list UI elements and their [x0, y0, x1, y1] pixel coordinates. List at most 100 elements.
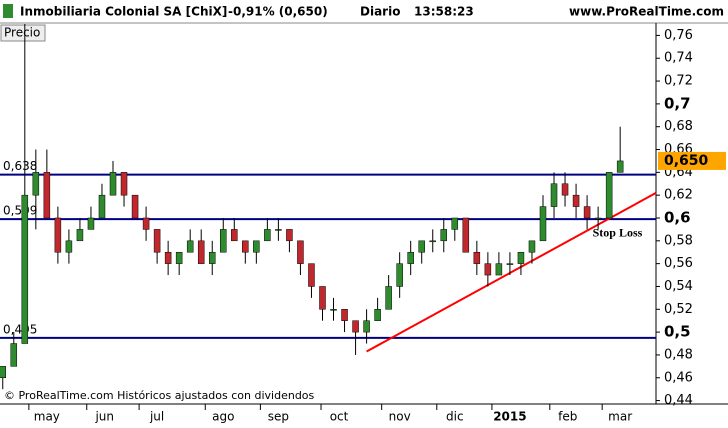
candle-body	[286, 229, 293, 242]
x-tick-label: nov	[389, 410, 411, 424]
candle-body	[319, 286, 326, 310]
candle-body	[363, 320, 370, 333]
candle-body	[275, 229, 282, 231]
candle-body	[21, 194, 29, 344]
candle-body	[142, 217, 150, 230]
candle-body	[87, 217, 95, 230]
header-site: www.ProRealTime.com	[569, 5, 724, 19]
candle-body	[517, 251, 525, 264]
candle-body	[98, 194, 106, 219]
header-change: -0,91% (0,650)	[228, 5, 328, 19]
footer: © ProRealTime.com Históricos ajustados c…	[4, 389, 315, 402]
y-tick-label: 0,6	[664, 208, 691, 226]
candle-body	[473, 251, 481, 264]
panel-label: Precio	[4, 26, 40, 40]
candle-icon	[3, 4, 13, 18]
candle-body	[506, 263, 514, 265]
candle-body	[54, 217, 62, 253]
candle-body	[418, 240, 425, 253]
x-tick-label: mar	[608, 410, 632, 424]
candle-body	[341, 309, 348, 321]
candle-body	[197, 240, 205, 264]
candle-body	[484, 263, 492, 276]
header-time: 13:58:23	[414, 5, 474, 19]
candle-body	[561, 183, 569, 196]
candle-body	[231, 229, 238, 242]
candle-body	[253, 240, 260, 253]
y-tick-label: 0,52	[664, 302, 693, 317]
y-tick-label: 0,44	[664, 393, 693, 408]
y-tick-label: 0,68	[664, 119, 693, 134]
candle-body	[153, 229, 161, 253]
y-tick-label: 0,56	[664, 256, 693, 271]
candle-body	[539, 206, 547, 242]
last-price-label: 0,650	[664, 153, 709, 169]
y-tick-label: 0,62	[664, 188, 693, 203]
candle-body	[131, 194, 139, 219]
candle-body	[583, 206, 591, 219]
x-tick-label: sep	[268, 410, 289, 424]
y-tick-label: 0,74	[664, 51, 693, 66]
y-tick-label: 0,5	[664, 323, 691, 341]
level-label: 0,599	[3, 204, 37, 218]
trendline	[366, 192, 657, 353]
candle-body	[164, 251, 172, 264]
candle-body	[220, 229, 227, 253]
candle-body	[528, 240, 536, 253]
panel-label-box	[0, 24, 46, 42]
y-tick-label: 0,46	[664, 370, 693, 385]
candle-body	[605, 172, 613, 219]
candle-body	[297, 240, 304, 264]
candle-body	[76, 229, 84, 242]
last-price-box	[658, 151, 726, 170]
x-tick-label: feb	[558, 410, 577, 424]
candle-body	[440, 229, 448, 242]
candle-body	[396, 263, 403, 287]
y-tick-label: 0,76	[664, 28, 693, 43]
header-period: Diario	[360, 5, 400, 19]
x-tick-label: dic	[446, 410, 464, 424]
candle-body	[43, 172, 51, 219]
candle-body	[550, 183, 558, 207]
x-tick-label: may	[34, 410, 60, 424]
candle-body	[120, 172, 128, 196]
annotation: Stop Loss	[593, 226, 643, 240]
x-tick-label: oct	[330, 410, 349, 424]
candle-body	[264, 229, 271, 242]
candle-body	[186, 240, 194, 253]
candle-body	[429, 240, 436, 243]
candle-body	[308, 263, 315, 287]
candle-body	[352, 320, 359, 333]
candle-body	[330, 309, 337, 311]
candle-body	[65, 240, 73, 253]
y-tick-label: 0,54	[664, 279, 693, 294]
x-tick-label: ago	[212, 410, 234, 424]
candle-body	[495, 263, 503, 276]
candle-body	[407, 251, 414, 264]
candle-body	[385, 286, 392, 310]
x-tick-label: jun	[94, 410, 114, 424]
candle-body	[175, 251, 183, 264]
x-tick-label: 2015	[493, 410, 526, 424]
level-label: 0,638	[3, 159, 37, 173]
level-label: 0,495	[3, 322, 37, 336]
x-tick-label: jul	[149, 410, 164, 424]
y-tick-label: 0,48	[664, 347, 693, 362]
candle-body	[451, 217, 459, 230]
candle-body	[594, 217, 602, 220]
candle-body	[374, 309, 381, 321]
candle-body	[242, 240, 249, 253]
y-tick-label: 0,58	[664, 233, 693, 248]
candle-body	[109, 172, 117, 196]
y-tick-label: 0,72	[664, 74, 693, 89]
candle-body	[462, 217, 470, 253]
candle-body	[572, 194, 580, 207]
candle-body	[616, 160, 624, 173]
y-tick-label: 0,7	[664, 94, 691, 112]
candle-body	[10, 343, 18, 367]
candle-body	[208, 251, 216, 264]
candle-body	[0, 366, 7, 379]
candle-body	[32, 172, 40, 196]
header-title: Inmobiliaria Colonial SA [ChiX]	[20, 5, 227, 19]
